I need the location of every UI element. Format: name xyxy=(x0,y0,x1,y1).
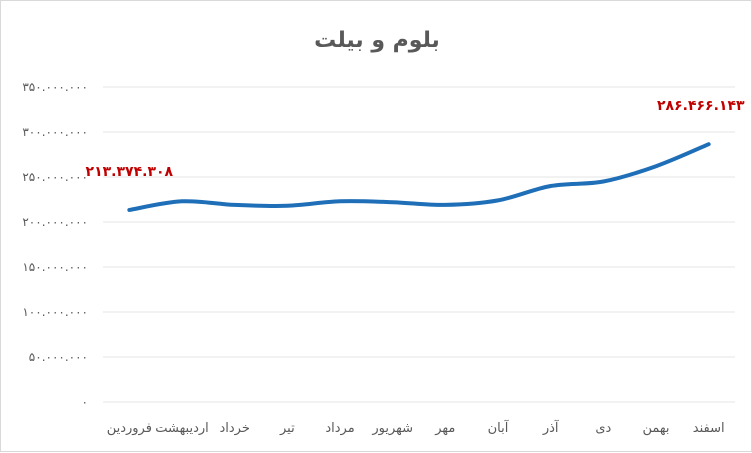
y-tick-label: ۱۰۰.۰۰۰.۰۰۰ xyxy=(22,305,88,319)
y-tick-label: ۰ xyxy=(82,395,88,409)
chart-title: بلوم و بیلت xyxy=(314,28,440,53)
series-line xyxy=(127,142,711,212)
y-tick-label: ۳۵۰.۰۰۰.۰۰۰ xyxy=(22,80,88,94)
x-axis: فروردین اردیبهشت خرداد تیر مرداد شهریور مهر آبا… xyxy=(107,419,725,436)
x-tick-label: مرداد xyxy=(325,421,354,436)
x-tick-label: دی xyxy=(595,421,611,436)
x-tick-label: مهر xyxy=(434,421,455,436)
data-labels: ۲۱۳.۳۷۴.۳۰۸ ۲۸۶.۴۶۶.۱۴۳ xyxy=(86,98,745,180)
series xyxy=(127,142,711,212)
x-tick-label: تیر xyxy=(279,421,295,436)
y-tick-label: ۱۵۰.۰۰۰.۰۰۰ xyxy=(22,260,88,274)
x-tick-label: فروردین xyxy=(107,421,152,436)
y-tick-label: ۲۰۰.۰۰۰.۰۰۰ xyxy=(22,215,88,229)
x-tick-label: آبان xyxy=(488,419,510,436)
grid-lines xyxy=(103,86,735,403)
y-axis: ۰ ۵۰.۰۰۰.۰۰۰ ۱۰۰.۰۰۰.۰۰۰ ۱۵۰.۰۰۰.۰۰۰ ۲۰۰.۰۰۰… xyxy=(22,80,88,409)
data-label: ۲۸۶.۴۶۶.۱۴۳ xyxy=(657,98,745,114)
x-tick-label: بهمن xyxy=(642,421,669,436)
x-tick-label: آذر xyxy=(542,419,560,436)
x-tick-label: اسفند xyxy=(693,421,725,436)
y-tick-label: ۵۰.۰۰۰.۰۰۰ xyxy=(29,350,88,364)
x-tick-label: خرداد xyxy=(219,421,249,436)
y-tick-label: ۳۰۰.۰۰۰.۰۰۰ xyxy=(22,125,88,139)
data-label: ۲۱۳.۳۷۴.۳۰۸ xyxy=(86,164,174,180)
y-tick-label: ۲۵۰.۰۰۰.۰۰۰ xyxy=(22,170,88,184)
x-tick-label: اردیبهشت xyxy=(155,421,209,436)
x-tick-label: شهریور xyxy=(371,421,413,436)
